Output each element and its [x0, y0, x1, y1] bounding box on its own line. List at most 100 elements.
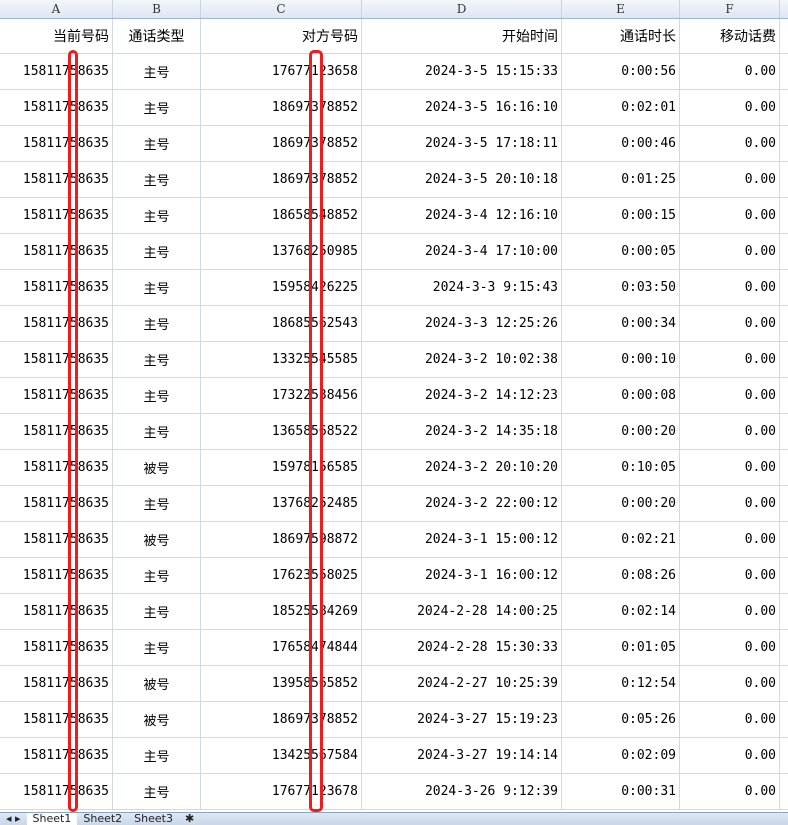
cell-fee[interactable]: 0.00	[680, 558, 780, 593]
cell-start-time[interactable]: 2024-3-1 15:00:12	[362, 522, 562, 557]
column-header-c[interactable]: C	[201, 0, 362, 18]
cell-call-type[interactable]: 被号	[113, 666, 201, 701]
cell-start-time[interactable]: 2024-3-1 16:00:12	[362, 558, 562, 593]
cell-fee[interactable]: 0.00	[680, 90, 780, 125]
cell-duration[interactable]: 0:02:14	[562, 594, 680, 629]
header-current-number[interactable]: 当前号码	[0, 19, 113, 53]
cell-duration[interactable]: 0:10:05	[562, 450, 680, 485]
column-header-a[interactable]: A	[0, 0, 113, 18]
cell-start-time[interactable]: 2024-3-5 17:18:11	[362, 126, 562, 161]
cell-other-number[interactable]: 18697378852	[201, 126, 362, 161]
cell-start-time[interactable]: 2024-3-3 9:15:43	[362, 270, 562, 305]
header-duration[interactable]: 通话时长	[562, 19, 680, 53]
cell-current-number[interactable]: 15811758635	[0, 774, 113, 809]
cell-fee[interactable]: 0.00	[680, 270, 780, 305]
cell-fee[interactable]: 0.00	[680, 630, 780, 665]
cell-current-number[interactable]: 15811758635	[0, 378, 113, 413]
cell-fee[interactable]: 0.00	[680, 342, 780, 377]
cell-other-number[interactable]: 15958426225	[201, 270, 362, 305]
cell-current-number[interactable]: 15811758635	[0, 90, 113, 125]
cell-duration[interactable]: 0:00:46	[562, 126, 680, 161]
cell-call-type[interactable]: 主号	[113, 630, 201, 665]
cell-duration[interactable]: 0:03:50	[562, 270, 680, 305]
cell-start-time[interactable]: 2024-3-4 12:16:10	[362, 198, 562, 233]
cell-current-number[interactable]: 15811758635	[0, 702, 113, 737]
cell-duration[interactable]: 0:00:34	[562, 306, 680, 341]
cell-start-time[interactable]: 2024-3-2 14:35:18	[362, 414, 562, 449]
cell-fee[interactable]: 0.00	[680, 198, 780, 233]
cell-call-type[interactable]: 被号	[113, 450, 201, 485]
cell-duration[interactable]: 0:02:21	[562, 522, 680, 557]
cell-current-number[interactable]: 15811758635	[0, 630, 113, 665]
header-start-time[interactable]: 开始时间	[362, 19, 562, 53]
cell-duration[interactable]: 0:01:05	[562, 630, 680, 665]
cell-start-time[interactable]: 2024-3-2 10:02:38	[362, 342, 562, 377]
cell-current-number[interactable]: 15811758635	[0, 54, 113, 89]
cell-fee[interactable]: 0.00	[680, 522, 780, 557]
cell-call-type[interactable]: 主号	[113, 54, 201, 89]
cell-other-number[interactable]: 17623558025	[201, 558, 362, 593]
cell-fee[interactable]: 0.00	[680, 594, 780, 629]
cell-start-time[interactable]: 2024-3-2 14:12:23	[362, 378, 562, 413]
header-other-number[interactable]: 对方号码	[201, 19, 362, 53]
cell-duration[interactable]: 0:00:31	[562, 774, 680, 809]
cell-duration[interactable]: 0:00:56	[562, 54, 680, 89]
cell-call-type[interactable]: 主号	[113, 162, 201, 197]
cell-other-number[interactable]: 17322538456	[201, 378, 362, 413]
cell-current-number[interactable]: 15811758635	[0, 414, 113, 449]
cell-duration[interactable]: 0:00:05	[562, 234, 680, 269]
cell-other-number[interactable]: 13325545585	[201, 342, 362, 377]
cell-other-number[interactable]: 18697598872	[201, 522, 362, 557]
cell-call-type[interactable]: 主号	[113, 594, 201, 629]
cell-call-type[interactable]: 主号	[113, 270, 201, 305]
cell-duration[interactable]: 0:00:20	[562, 414, 680, 449]
cell-other-number[interactable]: 18697378852	[201, 162, 362, 197]
cell-duration[interactable]: 0:12:54	[562, 666, 680, 701]
cell-current-number[interactable]: 15811758635	[0, 522, 113, 557]
cell-other-number[interactable]: 18525584269	[201, 594, 362, 629]
cell-call-type[interactable]: 被号	[113, 702, 201, 737]
cell-start-time[interactable]: 2024-3-27 19:14:14	[362, 738, 562, 773]
cell-start-time[interactable]: 2024-3-5 20:10:18	[362, 162, 562, 197]
column-header-d[interactable]: D	[362, 0, 562, 18]
cell-start-time[interactable]: 2024-3-2 22:00:12	[362, 486, 562, 521]
tab-nav-arrows-icon[interactable]: ◂ ▸	[6, 812, 21, 825]
cell-other-number[interactable]: 13958565852	[201, 666, 362, 701]
cell-fee[interactable]: 0.00	[680, 54, 780, 89]
cell-fee[interactable]: 0.00	[680, 414, 780, 449]
cell-duration[interactable]: 0:01:25	[562, 162, 680, 197]
cell-other-number[interactable]: 13768252485	[201, 486, 362, 521]
column-header-b[interactable]: B	[113, 0, 201, 18]
cell-call-type[interactable]: 主号	[113, 126, 201, 161]
cell-fee[interactable]: 0.00	[680, 306, 780, 341]
cell-duration[interactable]: 0:00:15	[562, 198, 680, 233]
sheet-tab-1[interactable]: Sheet1	[26, 813, 78, 825]
cell-call-type[interactable]: 主号	[113, 234, 201, 269]
cell-start-time[interactable]: 2024-2-28 15:30:33	[362, 630, 562, 665]
sheet-tab-3[interactable]: Sheet3	[134, 812, 173, 825]
cell-call-type[interactable]: 主号	[113, 378, 201, 413]
cell-other-number[interactable]: 18697378852	[201, 702, 362, 737]
cell-call-type[interactable]: 主号	[113, 558, 201, 593]
cell-current-number[interactable]: 15811758635	[0, 594, 113, 629]
cell-start-time[interactable]: 2024-3-5 16:16:10	[362, 90, 562, 125]
cell-current-number[interactable]: 15811758635	[0, 486, 113, 521]
column-header-f[interactable]: F	[680, 0, 780, 18]
cell-call-type[interactable]: 主号	[113, 774, 201, 809]
cell-duration[interactable]: 0:00:20	[562, 486, 680, 521]
cell-other-number[interactable]: 13658568522	[201, 414, 362, 449]
cell-other-number[interactable]: 13425567584	[201, 738, 362, 773]
cell-fee[interactable]: 0.00	[680, 738, 780, 773]
cell-current-number[interactable]: 15811758635	[0, 738, 113, 773]
cell-current-number[interactable]: 15811758635	[0, 450, 113, 485]
cell-current-number[interactable]: 15811758635	[0, 162, 113, 197]
cell-call-type[interactable]: 主号	[113, 198, 201, 233]
cell-other-number[interactable]: 18685562543	[201, 306, 362, 341]
cell-current-number[interactable]: 15811758635	[0, 198, 113, 233]
cell-current-number[interactable]: 15811758635	[0, 666, 113, 701]
cell-other-number[interactable]: 18658548852	[201, 198, 362, 233]
cell-fee[interactable]: 0.00	[680, 774, 780, 809]
cell-start-time[interactable]: 2024-2-27 10:25:39	[362, 666, 562, 701]
cell-start-time[interactable]: 2024-3-27 15:19:23	[362, 702, 562, 737]
cell-call-type[interactable]: 主号	[113, 306, 201, 341]
